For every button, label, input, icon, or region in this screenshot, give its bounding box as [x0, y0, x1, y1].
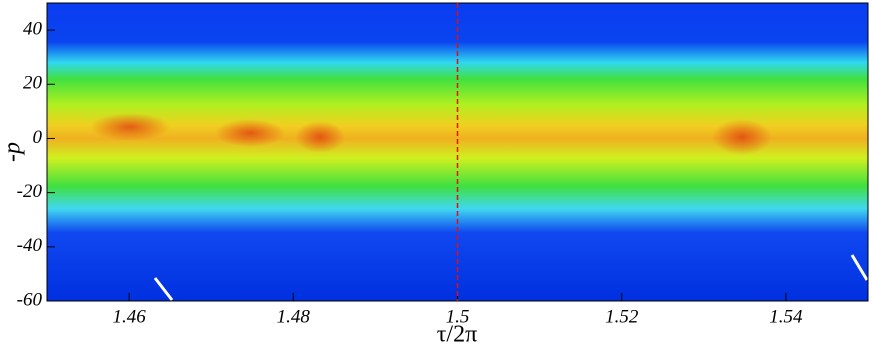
y-tick-label: 20 — [23, 73, 43, 94]
x-tick-label: 1.52 — [605, 306, 639, 327]
hot-spot — [712, 119, 772, 155]
hot-spot — [215, 119, 285, 147]
x-tick-label: 1.48 — [277, 306, 311, 327]
x-tick-label: 1.54 — [769, 306, 803, 327]
white-streak — [850, 254, 869, 281]
y-tick-label: 40 — [23, 18, 43, 39]
y-tick-label: -60 — [17, 289, 43, 310]
y-tick-label: -40 — [17, 235, 43, 256]
x-axis-label: τ/2π — [437, 322, 477, 348]
y-axis-label: -p — [0, 142, 26, 162]
white-streak — [153, 277, 174, 301]
x-tick-label: 1.5 — [446, 306, 470, 327]
hot-spot — [90, 113, 170, 141]
y-tick-label: -20 — [17, 181, 43, 202]
x-tick-label: 1.46 — [112, 306, 146, 327]
y-tick-label: 0 — [33, 127, 43, 148]
hot-spot — [295, 121, 345, 153]
